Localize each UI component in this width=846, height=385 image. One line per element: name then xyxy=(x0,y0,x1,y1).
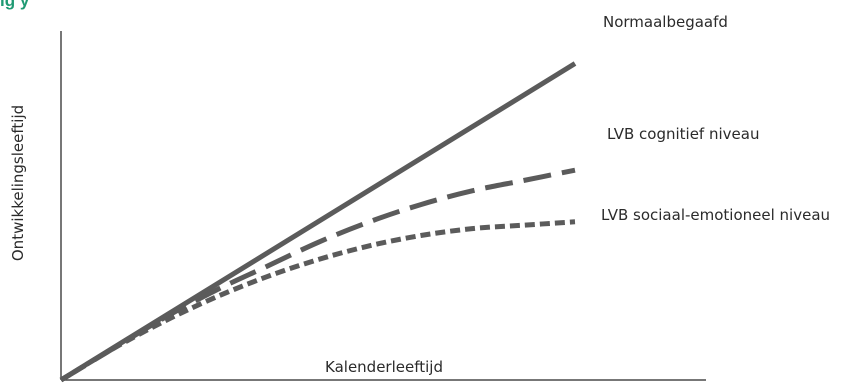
series-label-lvb-sociaal-emotioneel: LVB sociaal-emotioneel niveau xyxy=(601,206,830,224)
series-label-lvb-cognitief: LVB cognitief niveau xyxy=(607,125,759,143)
y-axis-label: Ontwikkelingsleeftijd xyxy=(9,105,27,261)
series-line-lvb-sociaal-emotioneel-niveau xyxy=(59,219,576,383)
series-labels: Normaalbegaafd LVB cognitief niveau LVB … xyxy=(601,13,830,224)
series-label-normaalbegaafd: Normaalbegaafd xyxy=(603,13,728,31)
figure-title-cropped: ig y xyxy=(0,0,30,10)
series-line-lvb-cognitief-niveau xyxy=(59,167,576,383)
series-layer xyxy=(59,61,577,383)
axes xyxy=(60,31,706,381)
x-axis-label: Kalenderleeftijd xyxy=(325,358,443,376)
